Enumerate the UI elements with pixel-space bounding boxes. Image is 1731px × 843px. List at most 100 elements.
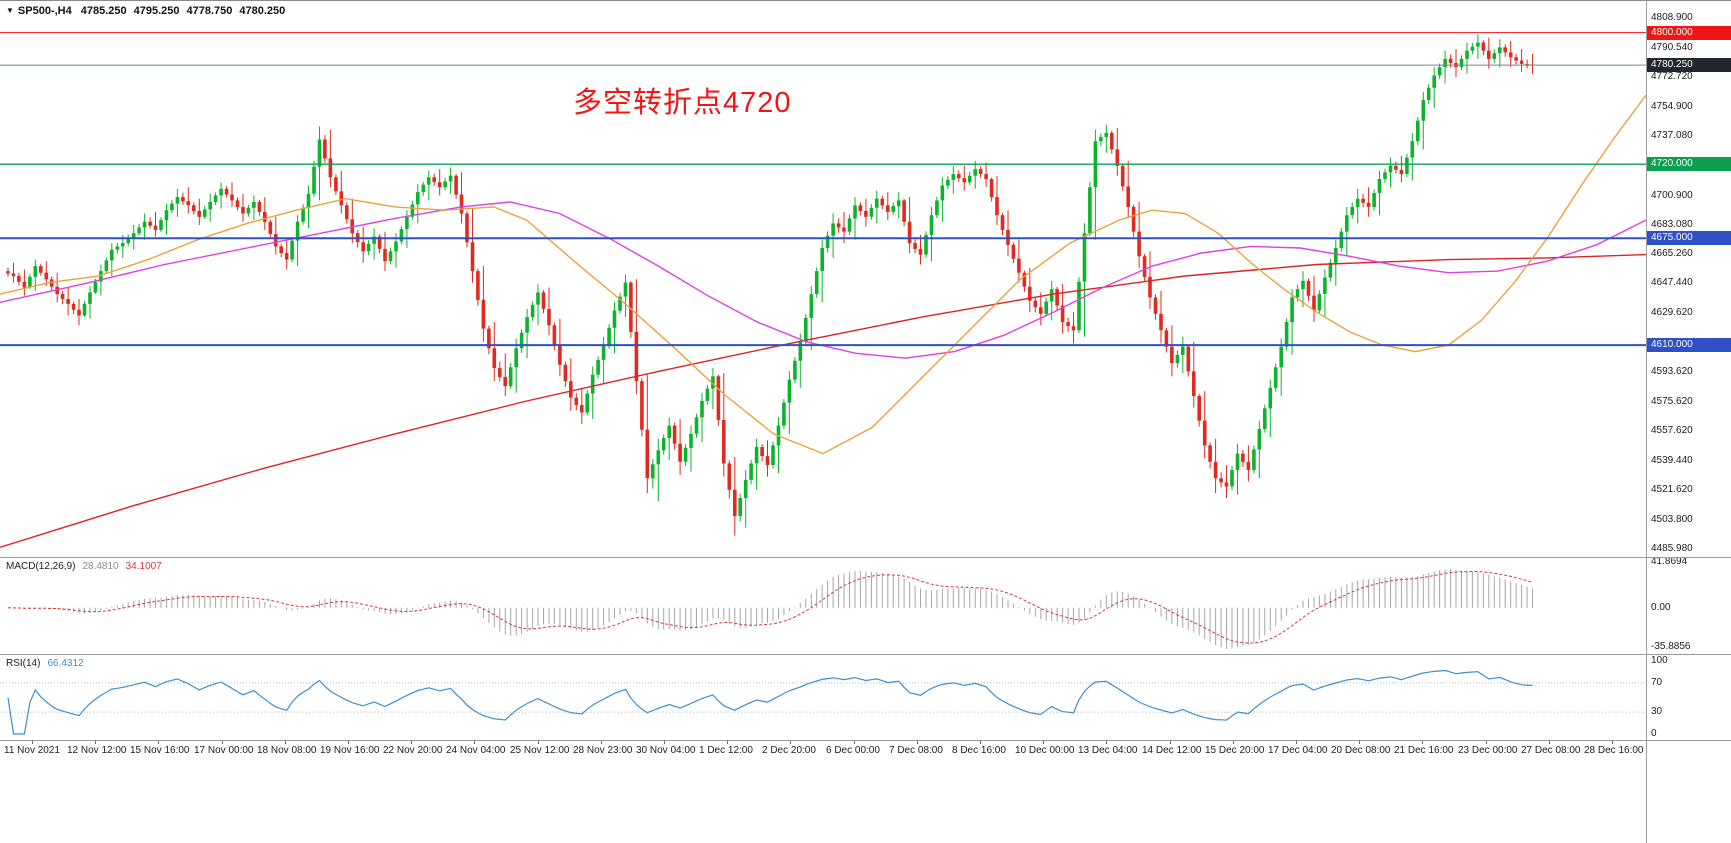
price-badge-4675.000: 4675.000 — [1647, 231, 1731, 245]
time-tick-label: 17 Dec 04:00 — [1268, 745, 1328, 756]
time-tick-label: 21 Dec 16:00 — [1394, 745, 1454, 756]
time-tick-label: 17 Nov 00:00 — [194, 745, 254, 756]
price-tick: 4521.620 — [1651, 484, 1693, 495]
price-tick: 4808.900 — [1651, 12, 1693, 23]
time-tick-label: 28 Dec 16:00 — [1584, 745, 1644, 756]
pane-separator[interactable] — [0, 740, 1731, 741]
rsi-axis-label: 100 — [1651, 655, 1668, 666]
time-tick-mark — [222, 741, 223, 744]
time-tick-mark — [1612, 741, 1613, 744]
time-tick-label: 2 Dec 20:00 — [762, 745, 816, 756]
price-badge-4610.000: 4610.000 — [1647, 338, 1731, 352]
price-badge-4780.250: 4780.250 — [1647, 58, 1731, 72]
time-tick-mark — [664, 741, 665, 744]
time-tick-mark — [1296, 741, 1297, 744]
price-tick: 4700.900 — [1651, 190, 1693, 201]
time-tick-label: 18 Nov 08:00 — [257, 745, 317, 756]
price-tick: 4557.620 — [1651, 425, 1693, 436]
price-tick: 4647.440 — [1651, 277, 1693, 288]
quote-low: 4778.750 — [186, 5, 233, 17]
rsi-name: RSI(14) — [6, 658, 41, 669]
time-tick-mark — [32, 741, 33, 744]
time-tick-mark — [727, 741, 728, 744]
pane-separator[interactable] — [0, 654, 1731, 655]
time-tick-label: 15 Nov 16:00 — [130, 745, 190, 756]
time-tick-label: 14 Dec 12:00 — [1142, 745, 1202, 756]
price-tick: 4737.080 — [1651, 130, 1693, 141]
time-tick-mark — [411, 741, 412, 744]
price-tick: 4629.620 — [1651, 307, 1693, 318]
price-tick: 4593.620 — [1651, 366, 1693, 377]
time-tick-label: 22 Nov 20:00 — [383, 745, 443, 756]
ma-medium-line[interactable] — [0, 201, 1646, 359]
time-tick-mark — [1422, 741, 1423, 744]
time-tick-mark — [538, 741, 539, 744]
time-tick-mark — [474, 741, 475, 744]
rsi-axis-label: 0 — [1651, 728, 1657, 739]
rsi-canvas[interactable] — [0, 655, 1646, 740]
macd-axis-label: 0.00 — [1651, 602, 1671, 613]
price-chart-pane[interactable]: ▼ SP500-,H4 4785.250 4795.250 4778.750 4780.2… — [0, 1, 1646, 557]
macd-histogram — [13, 569, 1533, 649]
rsi-indicator-pane[interactable] — [0, 655, 1646, 740]
time-tick-label: 6 Dec 00:00 — [826, 745, 880, 756]
time-tick-mark — [1486, 741, 1487, 744]
macd-signal-value: 34.1007 — [125, 561, 162, 572]
time-tick-label: 1 Dec 12:00 — [699, 745, 753, 756]
macd-indicator-pane[interactable] — [0, 558, 1646, 653]
time-tick-label: 24 Nov 04:00 — [446, 745, 506, 756]
symbol-name: SP500-,H4 — [17, 5, 72, 17]
time-tick-label: 10 Dec 00:00 — [1015, 745, 1075, 756]
price-tick: 4575.620 — [1651, 396, 1693, 407]
time-tick-label: 25 Nov 12:00 — [510, 745, 570, 756]
time-tick-label: 12 Nov 12:00 — [67, 745, 127, 756]
ma-long-line[interactable] — [0, 253, 1646, 548]
time-tick-label: 23 Dec 00:00 — [1458, 745, 1518, 756]
symbol-ohlc-info: ▼ SP500-,H4 4785.250 4795.250 4778.750 4780.2… — [6, 5, 292, 17]
time-tick-mark — [1359, 741, 1360, 744]
time-tick-label: 19 Nov 16:00 — [320, 745, 380, 756]
time-tick-label: 20 Dec 08:00 — [1331, 745, 1391, 756]
macd-signal-line — [7, 570, 1533, 644]
time-tick-mark — [158, 741, 159, 744]
time-tick-mark — [980, 741, 981, 744]
time-tick-label: 28 Nov 23:00 — [573, 745, 633, 756]
time-tick-mark — [601, 741, 602, 744]
rsi-axis-label: 30 — [1651, 706, 1663, 717]
macd-axis-label: -35.8856 — [1651, 641, 1691, 652]
time-tick-label: 15 Dec 20:00 — [1205, 745, 1265, 756]
ma-fast-line[interactable] — [0, 94, 1646, 455]
rsi-axis-label: 70 — [1651, 677, 1663, 688]
price-tick: 4790.540 — [1651, 42, 1693, 53]
rsi-indicator-label: RSI(14) 66.4312 — [6, 658, 84, 669]
macd-canvas[interactable] — [0, 558, 1646, 653]
time-axis[interactable]: 11 Nov 2021 12 Nov 12:00 15 Nov 16:00 17 No… — [0, 741, 1731, 765]
quote-high: 4795.250 — [133, 5, 180, 17]
price-axis[interactable]: 4808.900 4790.540 4772.720 4754.900 4737.080… — [1646, 1, 1731, 843]
time-tick-label: 7 Dec 08:00 — [889, 745, 943, 756]
macd-axis-label: 41.8694 — [1651, 556, 1688, 567]
candlesticks — [6, 34, 1535, 536]
price-badge-4720.000: 4720.000 — [1647, 157, 1731, 171]
macd-indicator-label: MACD(12,26,9) 28.4810 34.1007 — [6, 561, 162, 572]
quote-close: 4780.250 — [239, 5, 286, 17]
time-tick-mark — [790, 741, 791, 744]
quote-open: 4785.250 — [80, 5, 127, 17]
price-chart-canvas[interactable] — [0, 1, 1646, 557]
time-tick-mark — [1233, 741, 1234, 744]
price-tick: 4503.800 — [1651, 514, 1693, 525]
symbol-marker-icon: ▼ — [6, 6, 14, 15]
price-tick: 4485.980 — [1651, 543, 1693, 554]
time-tick-mark — [348, 741, 349, 744]
price-tick: 4665.260 — [1651, 248, 1693, 259]
time-tick-label: 8 Dec 16:00 — [952, 745, 1006, 756]
price-tick: 4539.440 — [1651, 455, 1693, 466]
pane-separator[interactable] — [0, 557, 1731, 558]
pivot-point-annotation[interactable]: 多空转折点4720 — [573, 87, 792, 119]
time-tick-mark — [1106, 741, 1107, 744]
time-tick-mark — [285, 741, 286, 744]
time-tick-label: 30 Nov 04:00 — [636, 745, 696, 756]
time-tick-label: 13 Dec 04:00 — [1078, 745, 1138, 756]
rsi-value: 66.4312 — [47, 658, 84, 669]
